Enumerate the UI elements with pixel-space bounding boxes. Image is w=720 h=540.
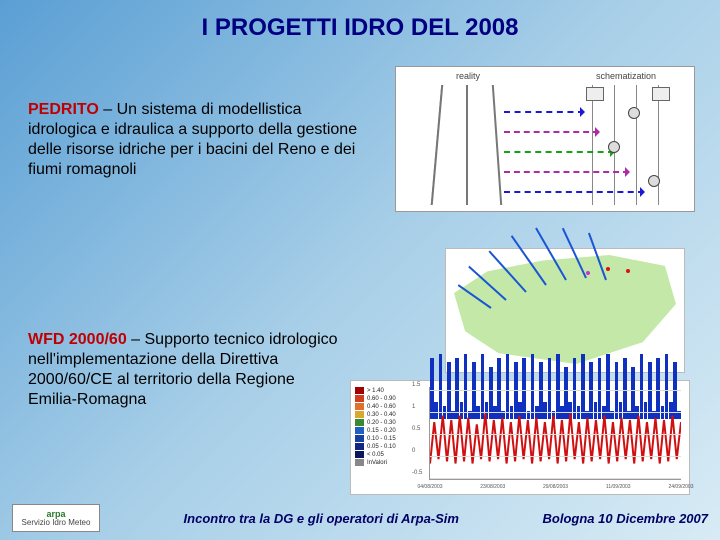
x-tick-label: 29/08/2003	[543, 484, 568, 490]
legend-label: 0.20 - 0.30	[367, 420, 396, 426]
mapping-arrow	[504, 151, 614, 153]
map-marker	[606, 267, 610, 271]
legend-label: < 0.05	[367, 452, 384, 458]
project-1: PEDRITO – Un sistema di modellistica idr…	[28, 100, 368, 180]
project-2-text: WFD 2000/60 – Supporto tecnico idrologic…	[28, 330, 338, 410]
gridline	[430, 434, 681, 435]
schematic-node	[628, 107, 640, 119]
legend-item: 0.30 - 0.40	[355, 411, 425, 418]
schematic-vline	[592, 85, 593, 205]
schematic-box	[586, 87, 604, 101]
legend-label: InValori	[367, 460, 387, 466]
legend-item: 0.20 - 0.30	[355, 419, 425, 426]
fig1-label-schematization: schematization	[596, 71, 656, 81]
river-line	[492, 85, 502, 205]
project-2: WFD 2000/60 – Supporto tecnico idrologic…	[28, 330, 338, 410]
x-tick-label: 04/08/2003	[417, 484, 442, 490]
footer-right-text: Bologna 10 Dicembre 2007	[543, 511, 708, 526]
legend-swatch	[355, 443, 364, 450]
legend-label: 0.40 - 0.60	[367, 404, 396, 410]
y-tick-label: 0.5	[412, 426, 420, 432]
legend-swatch	[355, 387, 364, 394]
legend-label: 0.05 - 0.10	[367, 444, 396, 450]
legend-swatch	[355, 435, 364, 442]
legend-label: > 1.40	[367, 388, 384, 394]
legend-item: InValori	[355, 459, 425, 466]
x-tick-label: 24/09/2003	[668, 484, 693, 490]
project-1-name: PEDRITO	[28, 101, 99, 118]
map-marker	[626, 269, 630, 273]
gridline	[430, 390, 681, 391]
schematic-vline	[636, 85, 637, 205]
legend-label: 0.15 - 0.20	[367, 428, 396, 434]
gridline	[430, 478, 681, 479]
fig1-label-reality: reality	[456, 71, 480, 81]
legend-label: 0.30 - 0.40	[367, 412, 396, 418]
legend-item: 0.60 - 0.90	[355, 395, 425, 402]
slide-footer: arpa Servizio Idro Meteo Incontro tra la…	[0, 504, 720, 532]
schematic-node	[648, 175, 660, 187]
legend-swatch	[355, 395, 364, 402]
chart-plot-area: -0.500.511.504/08/200323/08/200329/08/20…	[429, 387, 681, 480]
project-2-name: WFD 2000/60	[28, 331, 127, 348]
figure-schematization: reality schematization	[395, 66, 695, 212]
legend-swatch	[355, 451, 364, 458]
y-tick-label: 0	[412, 448, 415, 454]
mapping-arrow	[504, 191, 644, 193]
legend-swatch	[355, 419, 364, 426]
project-1-text: PEDRITO – Un sistema di modellistica idr…	[28, 100, 368, 180]
gridline	[430, 456, 681, 457]
river-line	[431, 85, 443, 205]
schematic-box	[652, 87, 670, 101]
x-tick-label: 23/08/2003	[480, 484, 505, 490]
figure-timeseries: > 1.40 0.60 - 0.90 0.40 - 0.60 0.30 - 0.40 0…	[350, 380, 690, 495]
legend-swatch	[355, 411, 364, 418]
y-tick-label: -0.5	[412, 470, 422, 476]
legend-swatch	[355, 403, 364, 410]
legend-label: 0.10 - 0.15	[367, 436, 396, 442]
arpa-logo: arpa Servizio Idro Meteo	[12, 504, 100, 532]
schematic-node	[608, 141, 620, 153]
mapping-arrow	[504, 131, 599, 133]
mapping-arrow	[504, 111, 584, 113]
legend-item: 0.10 - 0.15	[355, 435, 425, 442]
logo-line2: Servizio Idro Meteo	[22, 519, 91, 527]
river-line	[466, 85, 468, 205]
map-region-fill	[454, 255, 676, 364]
x-tick-label: 11/09/2003	[606, 484, 631, 490]
legend-label: 0.60 - 0.90	[367, 396, 396, 402]
schematic-vline	[658, 85, 659, 205]
y-tick-label: 1.5	[412, 382, 420, 388]
mapping-arrow	[504, 171, 629, 173]
legend-swatch	[355, 427, 364, 434]
slide-title: I PROGETTI IDRO DEL 2008	[0, 0, 720, 42]
legend-swatch	[355, 459, 364, 466]
gridline	[430, 412, 681, 413]
y-tick-label: 1	[412, 404, 415, 410]
footer-center-text: Incontro tra la DG e gli operatori di Ar…	[112, 511, 531, 526]
map-marker	[586, 271, 590, 275]
chart-legend: > 1.40 0.60 - 0.90 0.40 - 0.60 0.30 - 0.40 0…	[351, 381, 429, 494]
